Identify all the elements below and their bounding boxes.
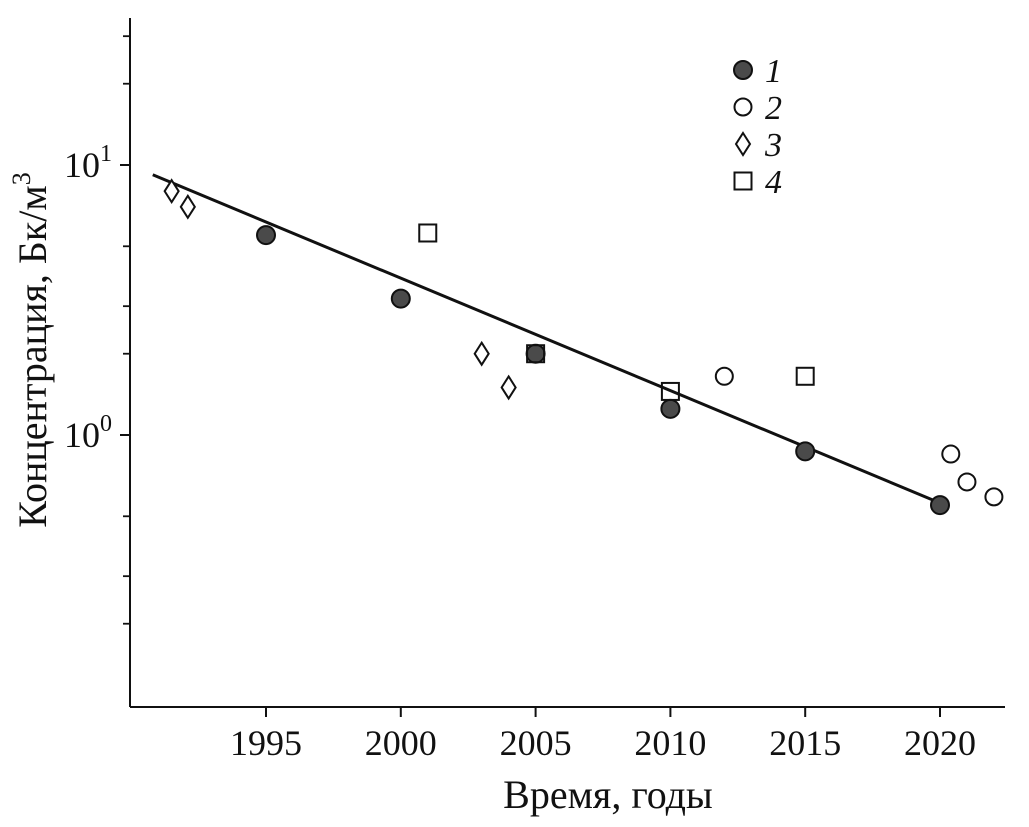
x-tick-label: 2015 — [769, 723, 841, 763]
data-point-series-2 — [714, 366, 734, 386]
x-tick-label: 2010 — [634, 723, 706, 763]
data-point-series-4 — [526, 344, 546, 364]
legend-marker-series-1 — [733, 60, 753, 80]
data-point-series-1 — [795, 441, 816, 462]
data-point-series-1 — [390, 288, 411, 309]
trendline-layer — [152, 173, 941, 505]
data-point-series-1 — [525, 343, 546, 364]
data-point-series-2 — [957, 472, 977, 492]
trend-line — [152, 173, 941, 505]
data-points-layer — [163, 178, 1004, 516]
legend-label: 3 — [764, 127, 782, 164]
data-point-series-2 — [941, 444, 961, 464]
y-tick-label-base: 10 — [64, 415, 100, 455]
x-tick-label: 2005 — [500, 723, 572, 763]
legend-label: 1 — [765, 53, 782, 90]
y-tick-label-exponent: 0 — [100, 411, 112, 437]
data-point-series-1 — [256, 225, 276, 246]
x-axis-title: Время, годы — [503, 772, 713, 817]
y-tick-label-base: 10 — [64, 145, 100, 185]
data-point-series-3 — [473, 340, 490, 367]
legend-marker-series-2 — [733, 97, 753, 117]
data-point-series-1 — [660, 398, 681, 419]
legend-label: 4 — [765, 164, 782, 201]
data-point-series-1 — [930, 495, 950, 516]
data-point-series-4 — [418, 223, 438, 243]
x-tick-label: 2000 — [365, 723, 437, 763]
y-tick-label-exponent: 1 — [100, 141, 112, 167]
y-tick-label: 100 — [64, 411, 112, 455]
x-tick-label: 2020 — [904, 723, 976, 763]
legend-marker-series-4 — [733, 171, 753, 191]
data-point-series-4 — [795, 366, 815, 386]
data-point-series-3 — [163, 178, 180, 205]
legend-marker-series-3 — [734, 131, 752, 157]
y-tick-label: 101 — [64, 141, 112, 185]
y-axis-title-text: Концентрация, Бк/м — [10, 185, 55, 527]
y-axis-title-superscript: 3 — [7, 172, 36, 185]
legend-label: 2 — [765, 90, 782, 127]
y-axis-title: Концентрация, Бк/м3 — [7, 172, 55, 527]
x-tick-label: 1995 — [230, 723, 302, 763]
data-point-series-4 — [660, 381, 680, 401]
data-point-series-3 — [179, 193, 197, 220]
data-point-series-3 — [500, 374, 517, 401]
data-point-series-2 — [984, 487, 1004, 507]
